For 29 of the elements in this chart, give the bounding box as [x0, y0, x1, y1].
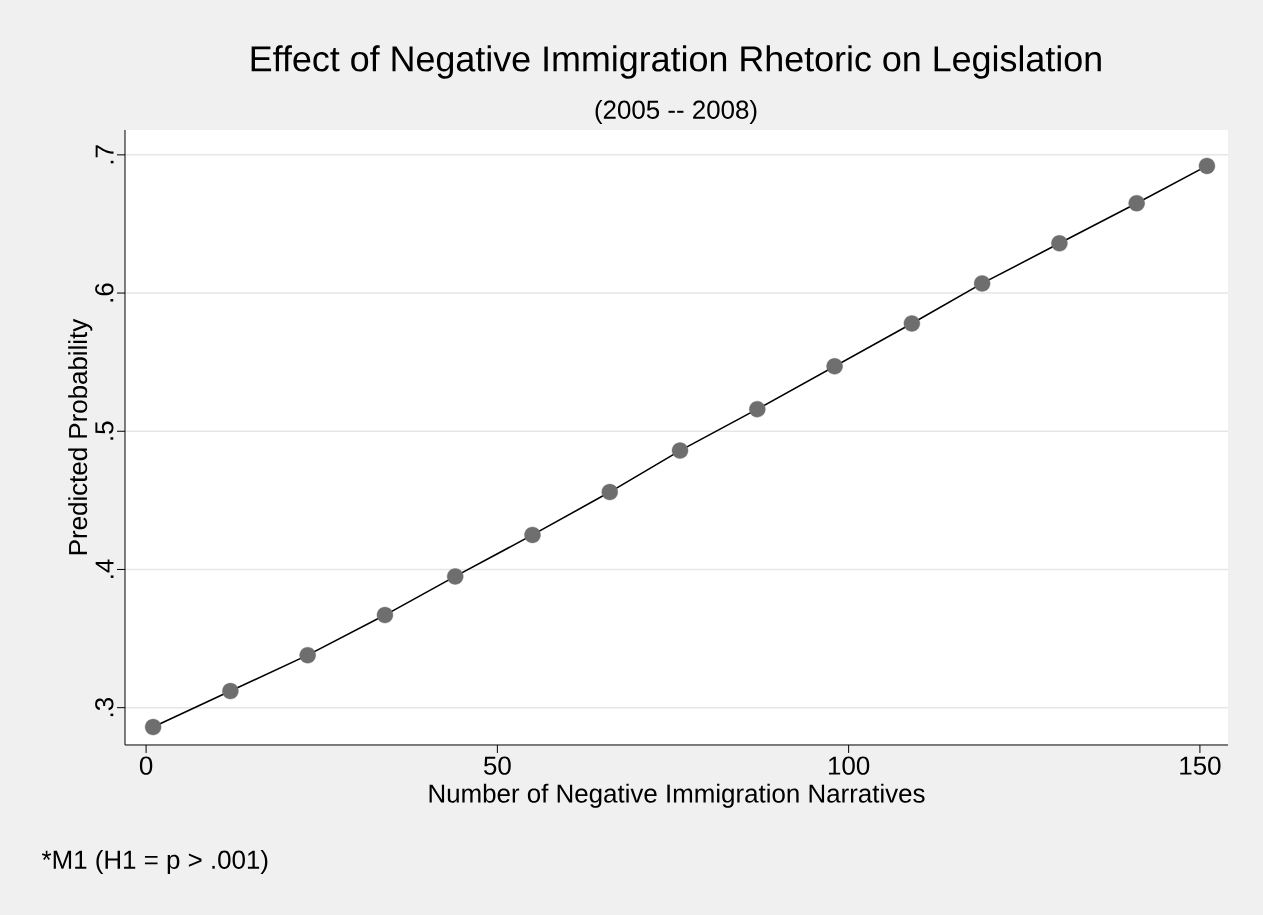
x-tick-label: 100: [829, 756, 870, 775]
point: [671, 442, 689, 459]
y-tick-label: .7: [95, 145, 114, 164]
y-tick-label: .3: [95, 698, 114, 717]
point: [447, 568, 464, 585]
point: [973, 275, 991, 292]
x-tick-label: 50: [483, 756, 511, 775]
point: [1128, 195, 1145, 212]
point: [1051, 235, 1068, 252]
y-tick-label: .4: [95, 559, 114, 578]
point: [299, 646, 316, 664]
x-axis-title: Number of Negative Immigration Narratives: [429, 783, 925, 808]
x-tick-label: 0: [139, 756, 153, 775]
y-axis-title: Predicted Probability: [68, 318, 93, 555]
chart-subtitle: (2005 -- 2008): [595, 99, 757, 125]
point: [826, 358, 843, 375]
point: [903, 315, 921, 332]
point: [749, 400, 766, 418]
text: *M1 (H1 = p > .001): [41, 849, 268, 875]
chart-title: Effect of Negative Immigration Rhetoric on Legislation: [251, 45, 1101, 79]
y-tick-label: .6: [95, 283, 114, 302]
point: [1198, 157, 1216, 175]
point: [601, 483, 618, 501]
y-tick-label: .5: [95, 421, 114, 440]
point: [144, 718, 162, 736]
point: [222, 682, 239, 700]
point: [524, 526, 541, 544]
point: [376, 606, 394, 624]
x-tick-label: 150: [1180, 756, 1221, 775]
